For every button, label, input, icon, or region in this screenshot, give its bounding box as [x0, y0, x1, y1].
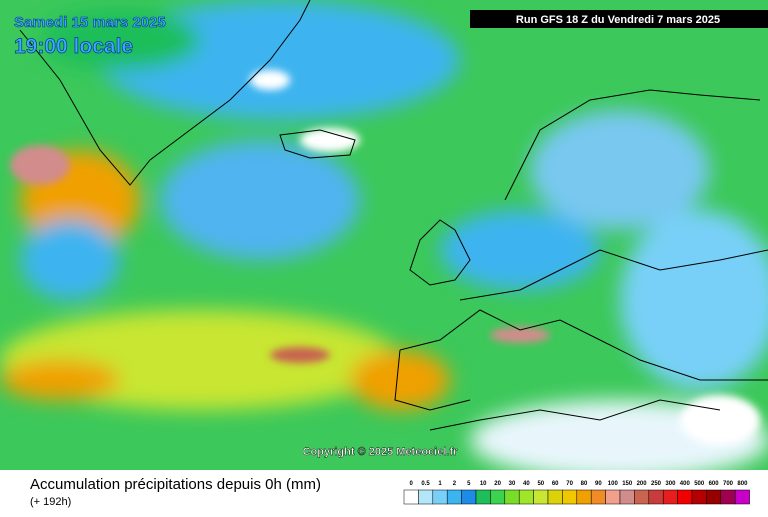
scale-label: 600 — [709, 481, 720, 487]
scale-label: 700 — [723, 481, 734, 487]
scale-label: 5 — [467, 481, 471, 487]
scale-swatch — [518, 489, 534, 505]
scale-swatch — [720, 489, 736, 505]
scale-swatch — [706, 489, 722, 505]
scale-label: 500 — [694, 481, 705, 487]
run-label: Run GFS 18 Z du Vendredi 7 mars 2025 — [516, 14, 720, 26]
scale-swatch — [619, 489, 635, 505]
scale-label: 200 — [637, 481, 648, 487]
scale-label: 10 — [480, 481, 487, 487]
scale-label: 150 — [622, 481, 633, 487]
scale-swatch — [590, 489, 606, 505]
scale-swatch — [677, 489, 693, 505]
legend-subtitle: (+ 192h) — [30, 496, 71, 508]
scale-swatch — [562, 489, 578, 505]
scale-label: 0 — [410, 481, 414, 487]
map — [0, 0, 768, 480]
scale-label: 60 — [552, 481, 559, 487]
scale-swatch — [533, 489, 549, 505]
scale-label: 0.5 — [421, 481, 430, 487]
color-scale: 0 0.5 1 2 5 10 20 30 40 50 60 70 80 90 100 150 200 250 300… — [403, 481, 750, 505]
scale-label: 800 — [737, 481, 748, 487]
copyright: Copyright © 2025 Meteociel.fr — [303, 446, 459, 458]
scale-label: 70 — [566, 481, 573, 487]
scale-label: 50 — [537, 481, 544, 487]
scale-swatch — [403, 489, 419, 505]
scale-label: 80 — [581, 481, 588, 487]
scale-swatch — [432, 489, 448, 505]
time-label: 19:00 locale — [14, 35, 133, 58]
scale-swatch — [734, 489, 750, 505]
scale-swatch — [605, 489, 621, 505]
scale-swatch — [504, 489, 520, 505]
scale-label: 2 — [453, 481, 457, 487]
scale-swatch — [490, 489, 506, 505]
scale-label: 30 — [509, 481, 516, 487]
scale-swatch — [634, 489, 650, 505]
scale-swatch — [691, 489, 707, 505]
scale-label: 20 — [494, 481, 501, 487]
scale-label: 300 — [665, 481, 676, 487]
scale-label: 90 — [595, 481, 602, 487]
scale-swatch — [446, 489, 462, 505]
scale-swatch — [547, 489, 563, 505]
scale-swatch — [418, 489, 434, 505]
scale-swatch — [475, 489, 491, 505]
scale-label: 40 — [523, 481, 530, 487]
legend-title: Accumulation précipitations depuis 0h (m… — [30, 476, 321, 493]
scale-swatch — [662, 489, 678, 505]
scale-label: 250 — [651, 481, 662, 487]
run-box — [470, 10, 768, 28]
scale-swatch — [576, 489, 592, 505]
scale-swatch — [461, 489, 477, 505]
scale-label: 1 — [438, 481, 442, 487]
scale-label: 400 — [680, 481, 691, 487]
scale-label: 100 — [608, 481, 619, 487]
scale-swatch — [648, 489, 664, 505]
date-label: Samedi 15 mars 2025 — [14, 14, 166, 31]
